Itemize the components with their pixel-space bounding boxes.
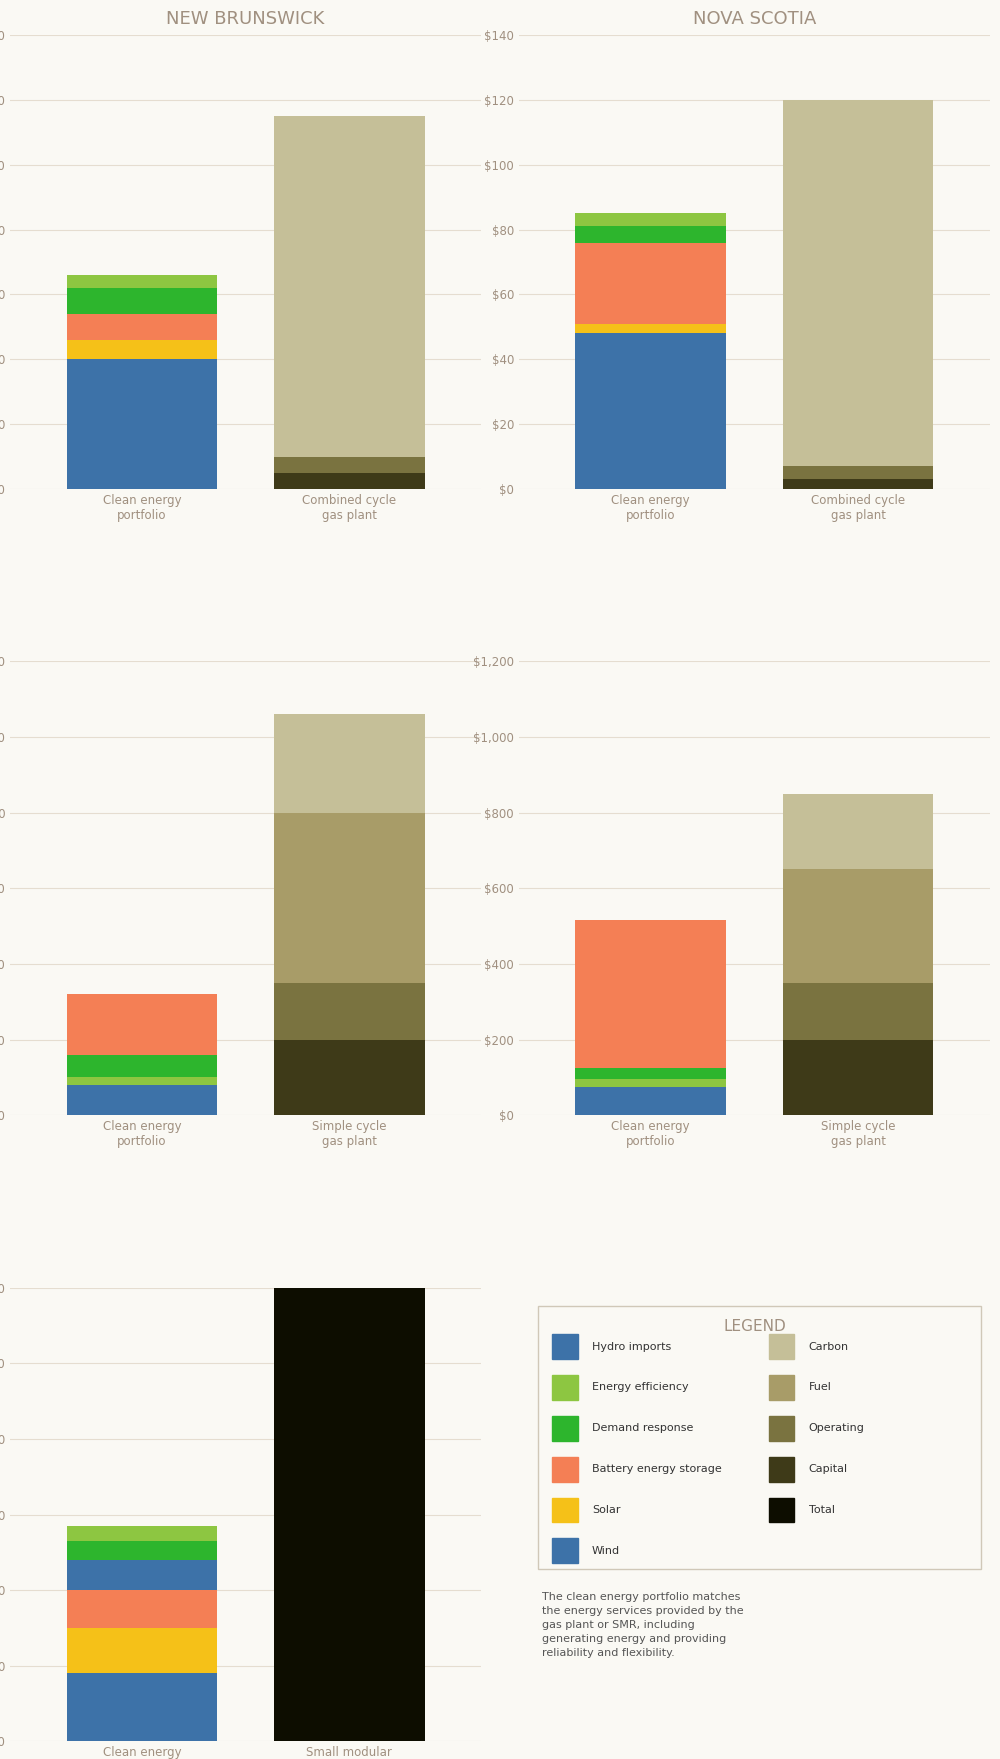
Bar xyxy=(575,920,726,1068)
Bar xyxy=(67,994,217,1055)
Bar xyxy=(67,359,217,489)
Text: Energy efficiency: Energy efficiency xyxy=(592,1383,688,1393)
Bar xyxy=(769,1376,794,1400)
Bar xyxy=(274,983,425,1040)
Bar xyxy=(274,813,425,983)
Bar xyxy=(67,313,217,339)
Title: NOVA SCOTIA: NOVA SCOTIA xyxy=(693,11,816,28)
Bar xyxy=(783,869,933,983)
Text: Operating: Operating xyxy=(809,1423,864,1434)
Bar xyxy=(67,1055,217,1077)
Text: Hydro imports: Hydro imports xyxy=(592,1342,671,1351)
Bar xyxy=(575,243,726,324)
Bar xyxy=(769,1497,794,1523)
Bar xyxy=(67,1673,217,1741)
Bar xyxy=(783,983,933,1040)
Bar xyxy=(274,457,425,473)
Bar xyxy=(552,1497,578,1523)
Text: Carbon: Carbon xyxy=(809,1342,849,1351)
Bar xyxy=(67,274,217,288)
Bar xyxy=(552,1376,578,1400)
Text: Wind: Wind xyxy=(592,1546,620,1555)
Text: Capital: Capital xyxy=(809,1463,848,1474)
Text: Demand response: Demand response xyxy=(592,1423,693,1434)
Text: Total: Total xyxy=(809,1506,835,1514)
Text: Solar: Solar xyxy=(592,1506,620,1514)
Bar xyxy=(274,116,425,457)
Bar xyxy=(575,227,726,243)
Bar xyxy=(575,1087,726,1115)
Bar xyxy=(552,1416,578,1441)
Bar xyxy=(274,473,425,489)
Bar xyxy=(67,1085,217,1115)
Bar xyxy=(575,213,726,227)
Bar xyxy=(67,288,217,313)
Bar xyxy=(783,466,933,478)
Bar xyxy=(783,793,933,869)
Text: LEGEND: LEGEND xyxy=(723,1319,786,1335)
Bar xyxy=(783,100,933,466)
Bar xyxy=(769,1333,794,1360)
Bar xyxy=(769,1456,794,1481)
Text: Fuel: Fuel xyxy=(809,1383,831,1393)
FancyBboxPatch shape xyxy=(538,1305,981,1569)
Bar xyxy=(552,1333,578,1360)
Bar xyxy=(67,339,217,359)
Bar xyxy=(575,334,726,489)
Bar xyxy=(552,1539,578,1564)
Bar xyxy=(274,1288,425,1741)
Bar xyxy=(552,1456,578,1481)
Title: NEW BRUNSWICK: NEW BRUNSWICK xyxy=(166,11,325,28)
Bar xyxy=(67,1525,217,1541)
Bar xyxy=(575,324,726,334)
Bar xyxy=(274,1040,425,1115)
Bar xyxy=(67,1629,217,1673)
Bar xyxy=(783,478,933,489)
Text: The clean energy portfolio matches
the energy services provided by the
gas plant: The clean energy portfolio matches the e… xyxy=(542,1592,744,1657)
Bar xyxy=(67,1541,217,1560)
Text: Battery energy storage: Battery energy storage xyxy=(592,1463,722,1474)
Bar xyxy=(67,1560,217,1590)
Bar xyxy=(274,714,425,813)
Bar xyxy=(769,1416,794,1441)
Bar xyxy=(783,1040,933,1115)
Bar xyxy=(67,1077,217,1085)
Bar xyxy=(67,1590,217,1629)
Bar xyxy=(575,1080,726,1087)
Bar xyxy=(575,1068,726,1080)
